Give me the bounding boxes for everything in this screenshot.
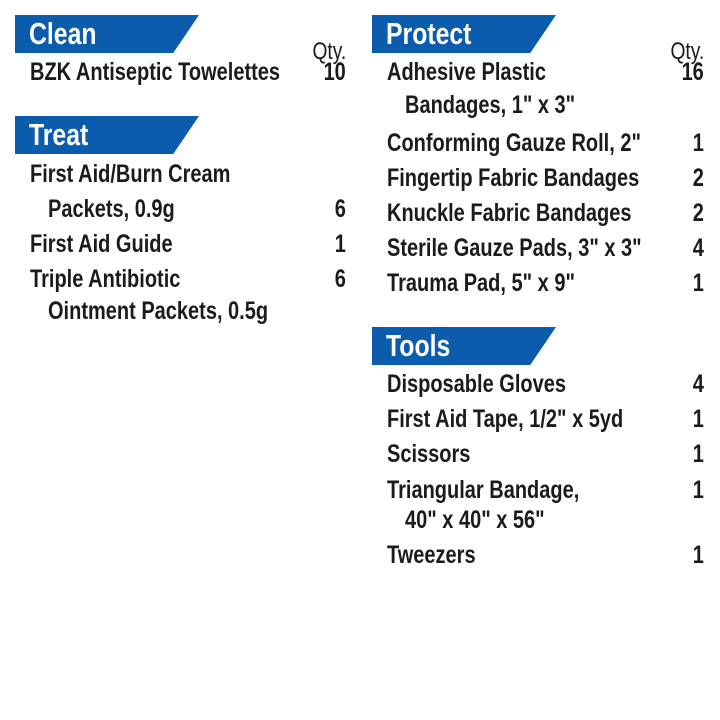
section-banner-1: Treat <box>15 116 199 154</box>
section-title: Tools <box>386 328 451 363</box>
item-name-line: Knuckle Fabric Bandages <box>387 199 632 227</box>
section-banner-3: Tools <box>372 327 556 365</box>
item-name-line: Conforming Gauze Roll, 2" <box>387 129 641 157</box>
item-name-line: Ointment Packets, 0.5g <box>48 297 269 325</box>
item-name-line: Trauma Pad, 5" x 9" <box>387 269 575 297</box>
item-name-line: Packets, 0.9g <box>48 195 175 223</box>
section-title: Clean <box>29 16 97 51</box>
item-name-line: First Aid Tape, 1/2" x 5yd <box>387 405 624 433</box>
qty-column-header: Qty. <box>670 38 704 65</box>
section-title: Treat <box>29 117 89 152</box>
item-name-line: Scissors <box>387 440 471 468</box>
item-name-line: Tweezers <box>387 541 476 569</box>
item-qty: 1 <box>692 440 704 468</box>
qty-column-header: Qty. <box>312 38 346 65</box>
item-name-line: Disposable Gloves <box>387 370 566 398</box>
item-qty: 1 <box>692 476 704 504</box>
item-qty: 2 <box>692 164 704 192</box>
item-name-line: BZK Antiseptic Towelettes <box>30 58 281 86</box>
item-qty: 1 <box>692 269 704 297</box>
item-qty: 4 <box>692 234 704 262</box>
item-name-line: Fingertip Fabric Bandages <box>387 164 640 192</box>
item-qty: 10 <box>323 58 346 86</box>
item-qty: 6 <box>334 265 346 293</box>
item-qty: 1 <box>692 129 704 157</box>
item-qty: 1 <box>334 230 346 258</box>
item-name-line: Adhesive Plastic <box>387 58 546 86</box>
section-banner-2: Protect <box>372 15 556 53</box>
item-qty: 2 <box>692 199 704 227</box>
item-name-line: First Aid/Burn Cream <box>30 160 231 188</box>
section-banner-0: Clean <box>15 15 199 53</box>
item-name-line: Triangular Bandage, <box>387 476 580 504</box>
item-qty: 4 <box>692 370 704 398</box>
item-name-line: Triple Antibiotic <box>30 265 181 293</box>
item-name-line: Sterile Gauze Pads, 3" x 3" <box>387 234 642 262</box>
item-name-line: Bandages, 1" x 3" <box>405 91 576 119</box>
item-qty: 1 <box>692 405 704 433</box>
item-qty: 16 <box>681 58 704 86</box>
item-name-line: First Aid Guide <box>30 230 173 258</box>
item-qty: 1 <box>692 541 704 569</box>
item-name-line: 40" x 40" x 56" <box>405 506 545 534</box>
item-qty: 6 <box>334 195 346 223</box>
section-title: Protect <box>386 16 472 51</box>
